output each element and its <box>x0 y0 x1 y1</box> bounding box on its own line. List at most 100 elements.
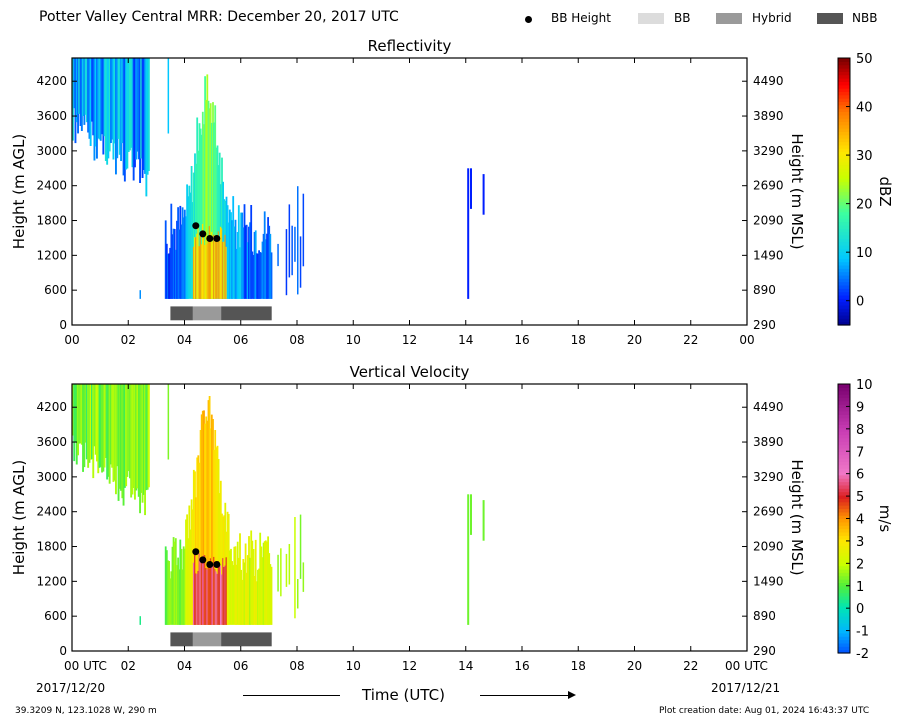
echo-core <box>222 241 224 299</box>
echo-column <box>227 514 230 625</box>
echo-column <box>267 217 269 299</box>
echo-core <box>200 561 203 625</box>
echo-column <box>167 58 170 134</box>
echo-column <box>132 58 135 181</box>
y-tick-right-label: 3890 <box>753 109 784 123</box>
echo-column <box>203 124 205 299</box>
echo-core <box>225 246 228 299</box>
echo-column <box>263 541 266 625</box>
echo-column <box>101 384 103 473</box>
echo-column <box>192 469 195 625</box>
echo-column <box>285 229 288 296</box>
colorbar-band <box>838 61 850 66</box>
x-tick-label: 12 <box>402 659 417 673</box>
echo-core <box>225 557 228 625</box>
echo-column <box>145 384 148 491</box>
colorbar-band <box>838 491 850 496</box>
colorbar-band <box>838 525 850 530</box>
bb-height-point <box>213 235 221 242</box>
echo-column <box>203 410 205 625</box>
echo-core <box>212 566 214 625</box>
echo-core <box>201 557 204 625</box>
echo-column <box>134 58 136 168</box>
echo-core <box>216 573 219 625</box>
echo-column <box>103 384 106 468</box>
echo-column <box>266 541 268 625</box>
echo-column <box>266 233 268 299</box>
echo-column <box>113 384 116 481</box>
echo-column <box>73 384 76 462</box>
colorbar-tick-label: 50 <box>856 52 873 67</box>
echo-column <box>96 58 98 159</box>
colorbar-band <box>838 589 850 594</box>
echo-column <box>147 58 150 171</box>
echo-column <box>120 58 122 161</box>
x-tick-label: 20 <box>627 659 642 673</box>
colorbar-band <box>838 121 850 126</box>
echo-column <box>214 105 217 299</box>
figure-title: Potter Valley Central MRR: December 20, … <box>39 9 399 25</box>
echo-column <box>188 185 191 299</box>
echo-column <box>185 216 187 299</box>
echo-column <box>108 384 111 484</box>
echo-column <box>171 546 174 625</box>
colorbar-band <box>838 91 850 96</box>
colorbar-band <box>838 599 850 604</box>
colorbar-band <box>838 154 850 159</box>
echo-column <box>147 384 150 488</box>
colorbar-band <box>838 488 850 493</box>
colorbar-band <box>838 484 850 489</box>
echo-column <box>232 565 235 625</box>
echo-column <box>146 58 149 175</box>
legend-nbb-swatch <box>817 13 843 24</box>
echo-column <box>227 222 230 299</box>
echo-column <box>118 384 121 489</box>
echo-column <box>267 536 269 625</box>
echo-column <box>112 58 115 160</box>
colorbar-band <box>838 505 850 510</box>
echo-column <box>226 205 229 299</box>
y-tick-label: 3000 <box>36 144 67 158</box>
y-axis-label: Height (m AGL) <box>10 134 28 249</box>
colorbar-band <box>838 384 850 388</box>
echo-column <box>79 384 82 444</box>
echo-column <box>91 384 93 460</box>
colorbar-band <box>838 204 850 209</box>
x-axis-arrow-left-line <box>243 695 340 696</box>
echo-column <box>239 533 241 625</box>
echo-column <box>221 157 223 299</box>
echo-column <box>165 243 168 299</box>
colorbar-band <box>838 579 850 583</box>
echo-core <box>214 235 217 299</box>
echo-column <box>130 384 133 498</box>
colorbar-tick-label: 20 <box>856 198 873 213</box>
echo-core <box>217 231 220 299</box>
echo-column <box>140 58 143 159</box>
echo-core <box>194 237 196 299</box>
colorbar-band <box>838 238 850 243</box>
colorbar-band <box>838 94 850 99</box>
echo-column <box>165 550 168 625</box>
echo-column <box>144 384 146 516</box>
echo-column <box>141 384 144 503</box>
echo-column <box>204 423 206 625</box>
echo-column <box>197 455 200 625</box>
echo-column <box>260 546 263 625</box>
legend-bb-height-label: BB Height <box>551 11 611 25</box>
echo-column <box>74 384 77 442</box>
echo-column <box>92 384 95 479</box>
echo-column <box>77 384 79 456</box>
colorbar-band <box>838 221 850 226</box>
colorbar-band <box>838 518 850 523</box>
echo-column <box>213 122 215 299</box>
echo-column <box>258 250 260 299</box>
bb-height-point <box>199 556 207 564</box>
colorbar-band <box>838 494 850 499</box>
echo-column <box>237 205 240 299</box>
echo-column <box>135 58 138 160</box>
y-tick-right-label: 2090 <box>753 540 784 554</box>
echo-column <box>235 564 238 625</box>
colorbar-band <box>838 582 850 587</box>
echo-column <box>168 253 170 299</box>
echo-column <box>126 384 129 477</box>
